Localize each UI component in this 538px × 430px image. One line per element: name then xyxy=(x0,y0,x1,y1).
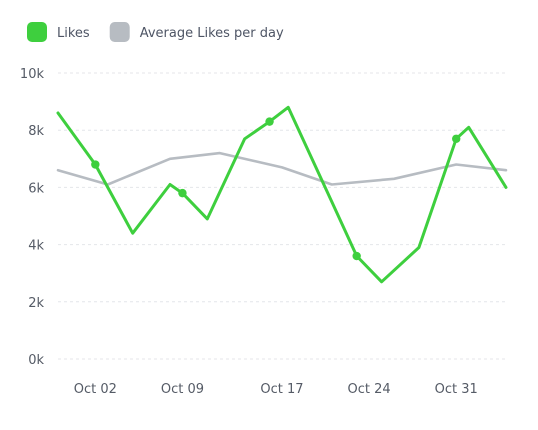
x-tick-label: Oct 02 xyxy=(74,382,117,397)
y-tick-label: 10k xyxy=(20,67,45,82)
grid xyxy=(58,72,506,360)
series-group xyxy=(56,105,508,284)
legend-label-0[interactable]: Likes xyxy=(57,26,90,41)
data-point-0-1[interactable] xyxy=(178,188,187,198)
y-tick-label: 0k xyxy=(28,353,44,368)
y-tick-label: 6k xyxy=(28,181,44,196)
x-tick-label: Oct 17 xyxy=(260,382,303,397)
series-line-0[interactable] xyxy=(56,105,508,284)
x-tick-label: Oct 09 xyxy=(161,382,204,397)
y-axis: 0k 2k 4k 6k 8k 10k xyxy=(20,67,45,368)
data-point-0-0[interactable] xyxy=(91,160,100,169)
x-tick-label: Oct 24 xyxy=(348,382,391,397)
legend-swatch-1[interactable] xyxy=(109,22,130,42)
data-point-0-4[interactable] xyxy=(452,134,461,143)
y-tick-label: 8k xyxy=(28,124,44,139)
legend: Likes Average Likes per day xyxy=(27,22,284,42)
x-tick-label: Oct 31 xyxy=(435,382,478,397)
y-tick-label: 4k xyxy=(28,239,44,254)
y-tick-label: 2k xyxy=(28,296,44,311)
data-point-0-3[interactable] xyxy=(352,251,361,261)
legend-label-1[interactable]: Average Likes per day xyxy=(140,26,284,41)
x-axis: Oct 02 Oct 09 Oct 17 Oct 24 Oct 31 xyxy=(74,382,478,397)
series-line-1[interactable] xyxy=(56,151,508,186)
legend-swatch-0[interactable] xyxy=(27,22,47,42)
data-point-0-2[interactable] xyxy=(265,117,274,126)
